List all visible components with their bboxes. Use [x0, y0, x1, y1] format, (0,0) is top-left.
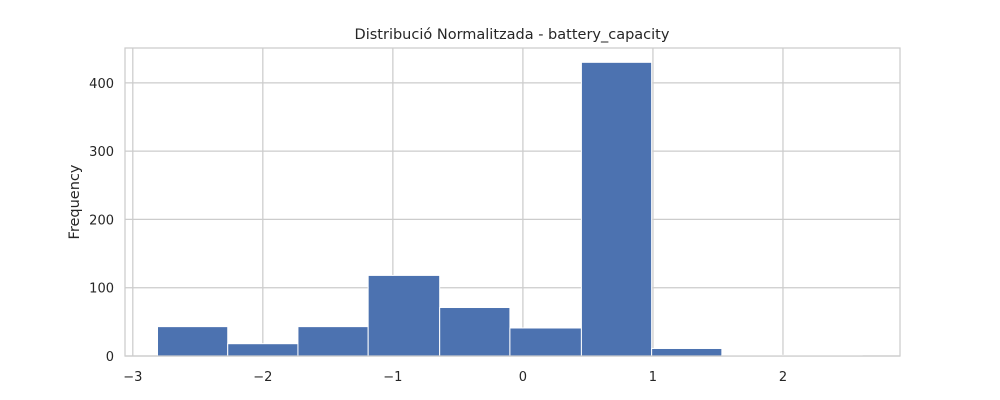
x-tick-label: 2: [779, 370, 787, 385]
histogram-bar: [580, 61, 653, 357]
histogram-bar: [439, 307, 511, 357]
histogram-bar: [651, 347, 723, 357]
y-tick-label: 300: [89, 145, 114, 160]
y-axis-label: Frequency: [67, 164, 83, 239]
histogram-bars: [157, 61, 863, 357]
y-tick-label: 400: [89, 77, 114, 92]
x-tick-label: −3: [123, 370, 142, 385]
histogram-bar: [297, 326, 369, 357]
x-tick-label: −1: [383, 370, 402, 385]
x-tick-label: −2: [253, 370, 272, 385]
histogram-bar: [227, 343, 299, 357]
y-axis-ticks: 0 100 200 300 400: [89, 77, 114, 365]
plot-background: [125, 48, 900, 356]
y-tick-label: 100: [89, 282, 114, 297]
histogram-bar: [367, 274, 441, 357]
y-tick-label: 200: [89, 213, 114, 228]
x-axis-ticks: −3 −2 −1 0 1 2: [123, 370, 787, 385]
histogram-bar: [509, 327, 582, 357]
x-tick-label: 1: [649, 370, 657, 385]
plot-frame: [124, 47, 901, 357]
x-tick-label: 0: [519, 370, 527, 385]
y-tick-label: 0: [106, 350, 114, 365]
histogram-bar: [157, 326, 229, 357]
chart-title: Distribució Normalitzada - battery_capac…: [355, 27, 670, 43]
